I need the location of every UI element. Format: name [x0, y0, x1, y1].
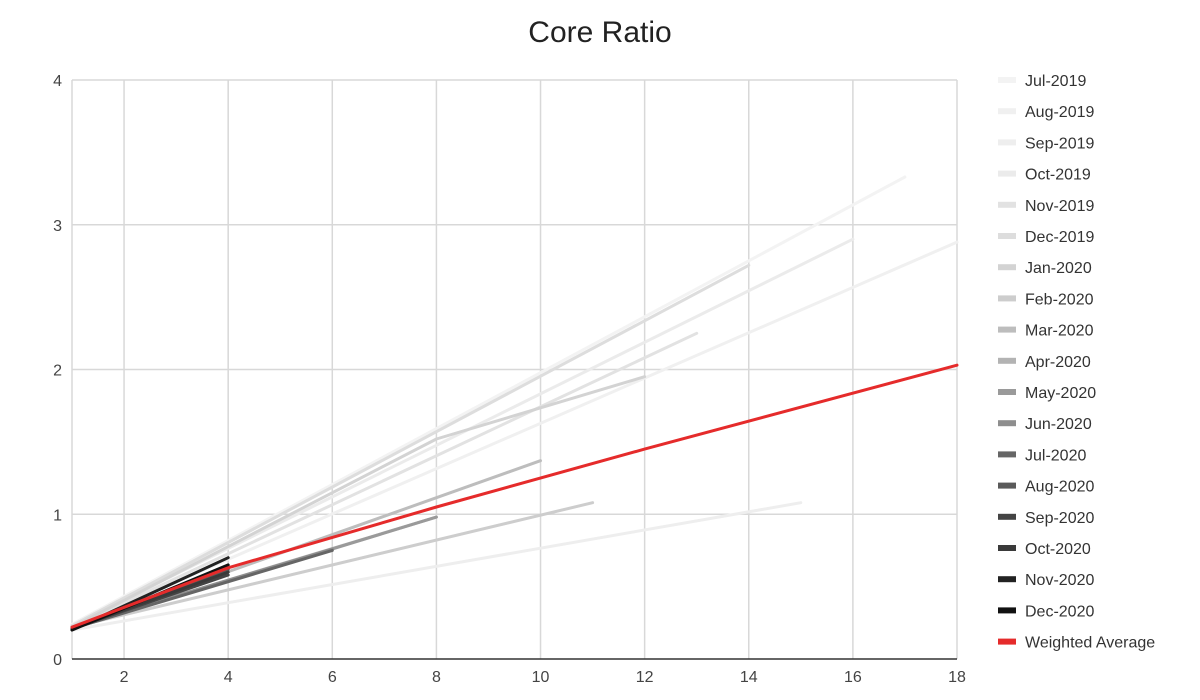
y-tick-label: 2: [53, 363, 62, 380]
legend-swatch: [998, 357, 1016, 364]
y-tick-label: 4: [53, 73, 62, 90]
legend-swatch: [998, 607, 1016, 614]
legend-swatch: [998, 420, 1016, 427]
x-tick-label: 4: [224, 669, 233, 686]
legend-swatch: [998, 638, 1016, 645]
legend-label: Jan-2020: [1025, 260, 1092, 277]
grid: [71, 79, 958, 659]
series-line-weighted-average: [70, 363, 959, 629]
legend-swatch: [998, 233, 1016, 239]
legend-label: Weighted Average: [1025, 635, 1155, 652]
series-line-dec-2019: [70, 263, 751, 628]
x-tick-label: 16: [844, 669, 862, 686]
series-line-jan-2020: [70, 375, 647, 629]
series-line-feb-2020: [70, 501, 595, 629]
legend-label: Apr-2020: [1025, 354, 1091, 371]
legend-swatch: [998, 295, 1016, 302]
legend-swatch: [998, 108, 1016, 115]
y-tick-label: 0: [53, 652, 62, 669]
legend-label: Sep-2020: [1025, 510, 1094, 527]
legend-swatch: [998, 139, 1016, 146]
legend: Jul-2019 Aug-2019 Sep-2019 Oct-2019 Nov-2019…: [998, 73, 1155, 652]
x-tick-label: 8: [432, 669, 441, 686]
legend-label: Sep-2019: [1025, 135, 1094, 152]
legend-swatch: [998, 576, 1016, 583]
x-tick-label: 6: [328, 669, 337, 686]
legend-label: Aug-2020: [1025, 479, 1094, 496]
legend-label: Jul-2019: [1025, 73, 1086, 90]
x-tick-label: 14: [740, 669, 758, 686]
legend-swatch: [998, 170, 1016, 177]
legend-label: May-2020: [1025, 385, 1096, 402]
legend-swatch: [998, 389, 1016, 395]
legend-swatch: [998, 545, 1016, 551]
legend-swatch: [998, 201, 1016, 208]
legend-swatch: [998, 513, 1016, 520]
legend-label: Jun-2020: [1025, 416, 1092, 433]
series-line-jul-2019: [70, 175, 907, 626]
series-line-nov-2019: [70, 331, 699, 629]
y-tick-label: 3: [53, 218, 62, 235]
legend-label: Jul-2020: [1025, 447, 1086, 464]
x-tick-label: 2: [120, 669, 129, 686]
legend-label: Nov-2019: [1025, 198, 1094, 215]
legend-label: Feb-2020: [1025, 291, 1094, 308]
legend-label: Oct-2019: [1025, 167, 1091, 184]
series-line-sep-2019: [70, 501, 803, 632]
legend-swatch: [998, 482, 1016, 489]
legend-label: Nov-2020: [1025, 572, 1094, 589]
legend-swatch: [998, 264, 1016, 271]
chart-title: Core Ratio: [528, 16, 671, 49]
x-tick-label: 12: [636, 669, 654, 686]
series-line-jul-2020: [70, 548, 334, 631]
legend-swatch: [998, 451, 1016, 458]
series-lines: [70, 175, 959, 632]
x-tick-label: 10: [532, 669, 550, 686]
legend-label: Oct-2020: [1025, 541, 1091, 558]
legend-label: Aug-2019: [1025, 104, 1094, 121]
legend-label: Dec-2020: [1025, 603, 1094, 620]
y-tick-label: 1: [53, 507, 62, 524]
legend-label: Mar-2020: [1025, 323, 1094, 340]
legend-label: Dec-2019: [1025, 229, 1094, 246]
x-tick-label: 18: [948, 669, 966, 686]
legend-swatch: [998, 77, 1016, 83]
legend-swatch: [998, 326, 1016, 333]
